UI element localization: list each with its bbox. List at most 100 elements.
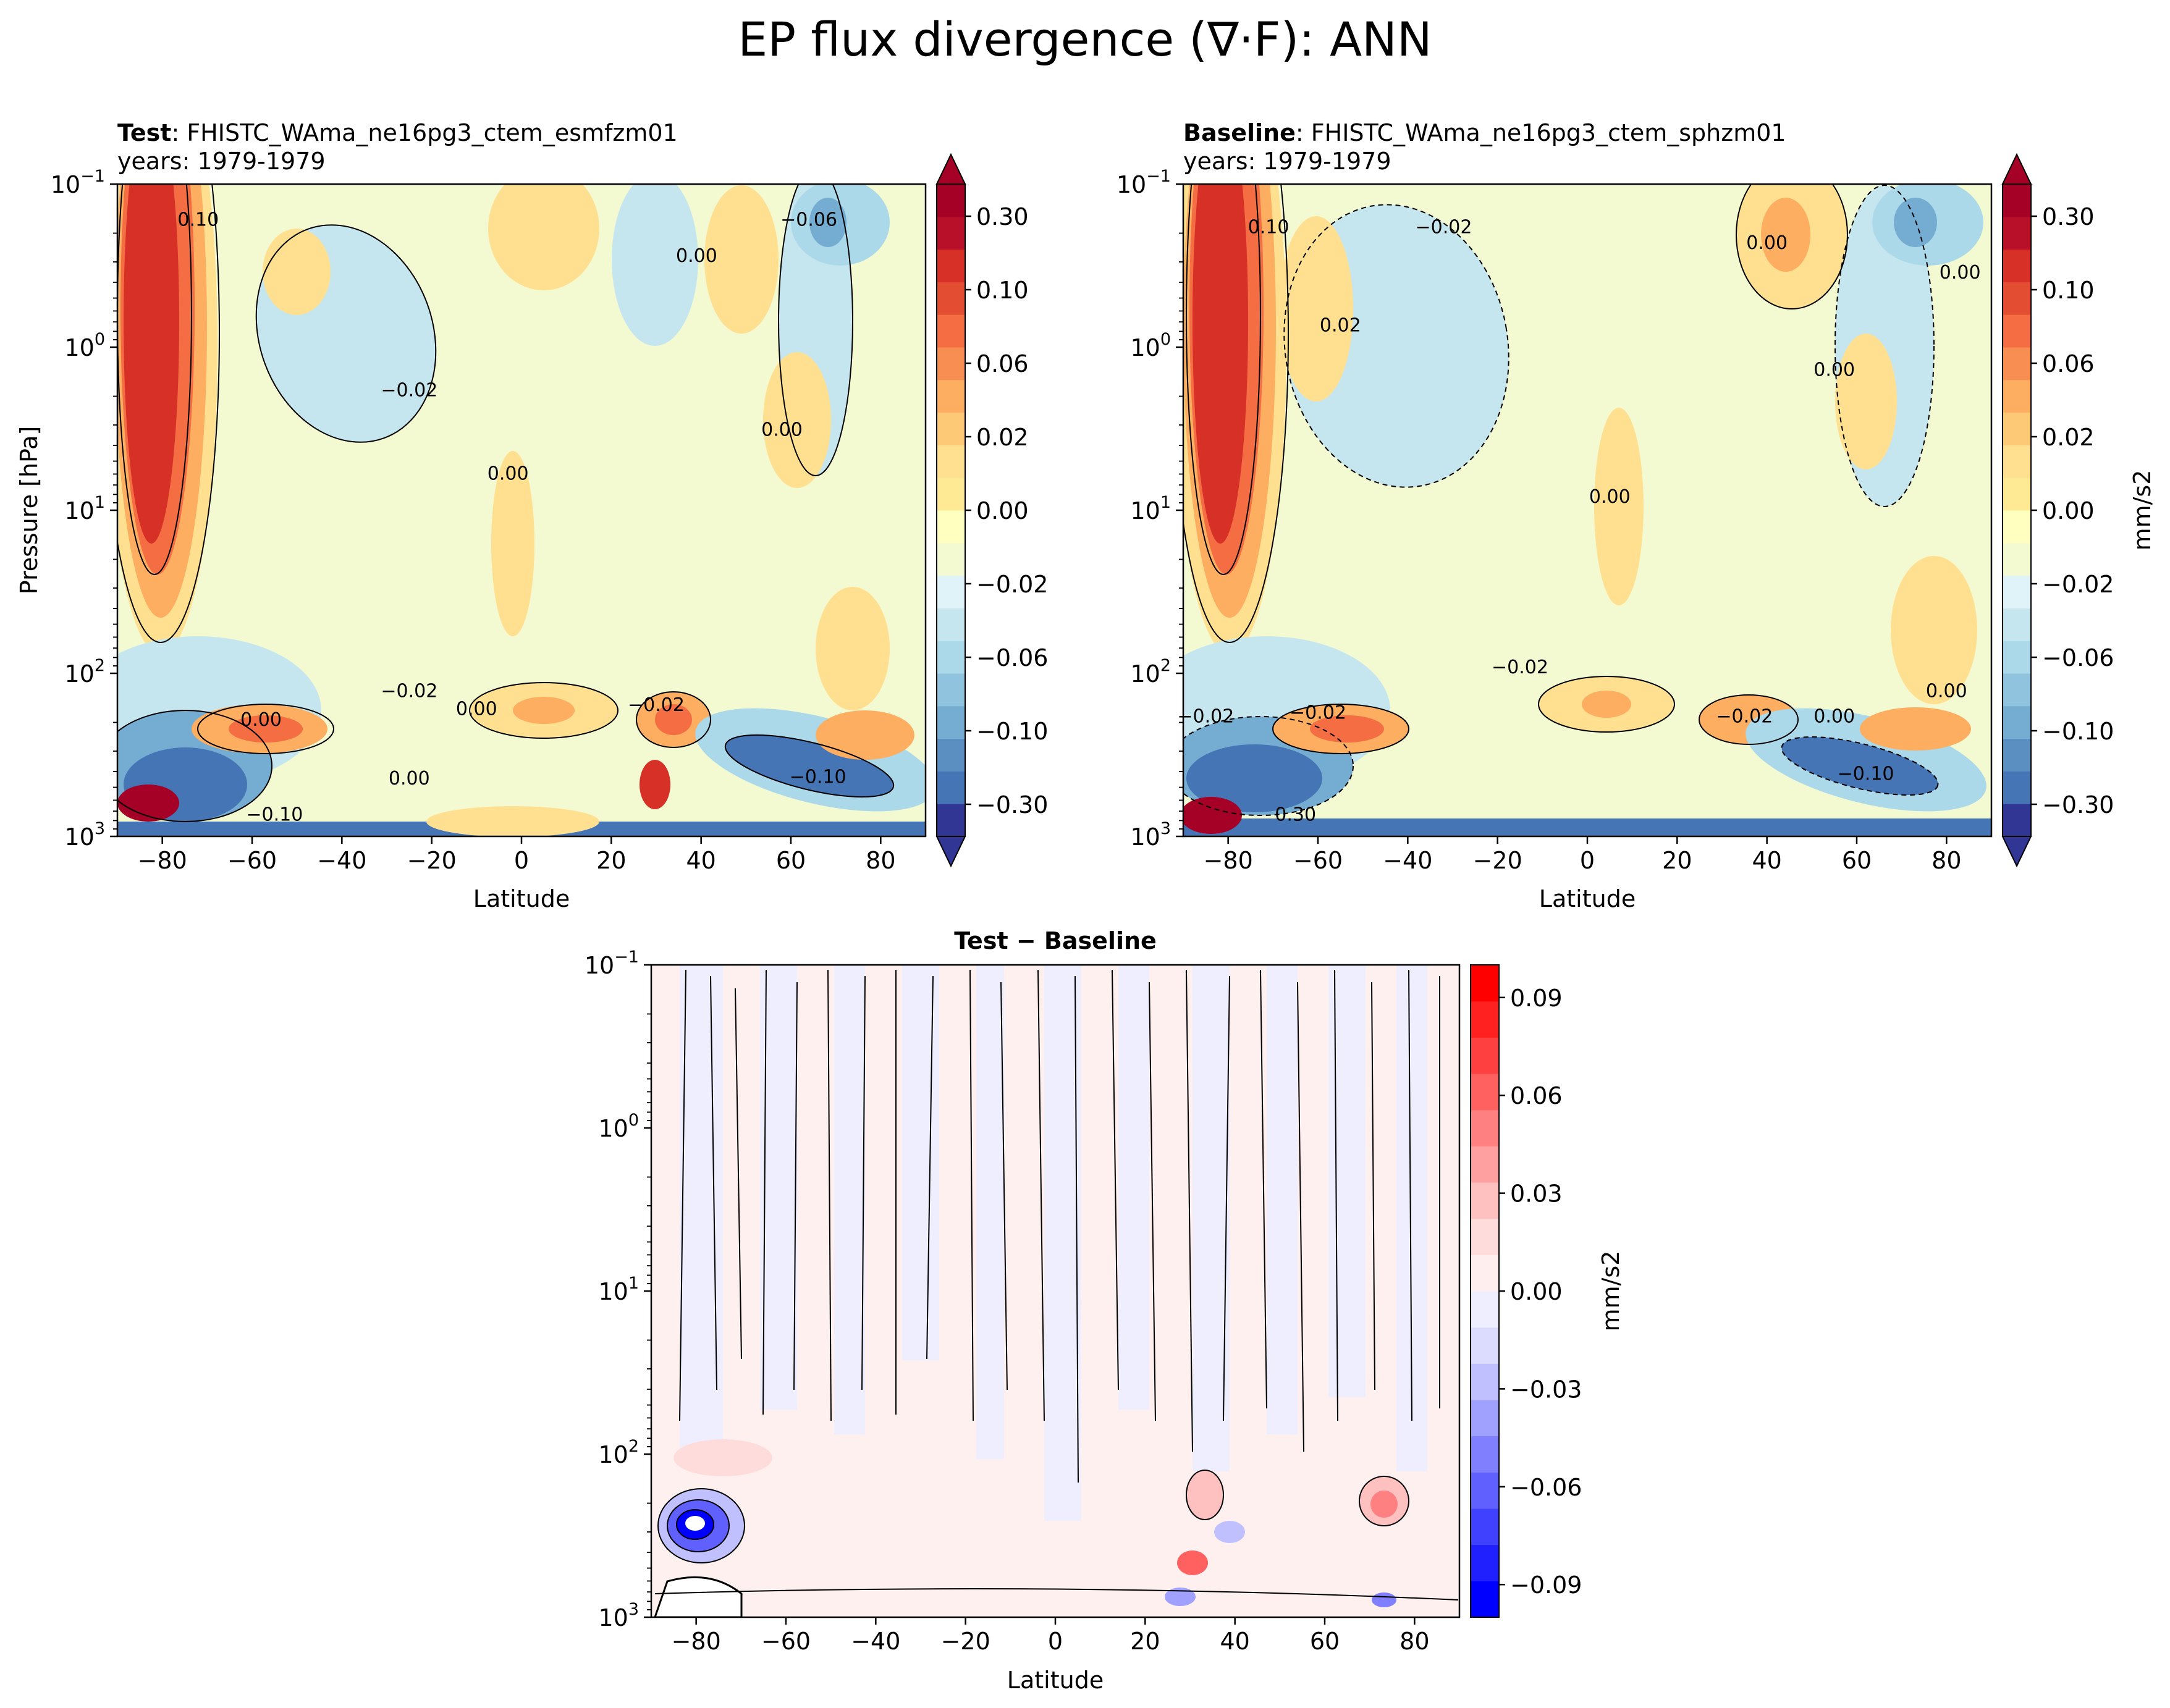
y-tick-label: 101 <box>598 1274 639 1305</box>
colorbar-tick-label: 0.06 <box>1510 1082 1563 1109</box>
x-tick-label: −60 <box>1293 847 1343 874</box>
test-contour-labels: 0.10 0.00 −0.06 −0.02 0.00 0.00 0.00 −0.02 −0.02… <box>177 209 846 825</box>
colorbar-swatch <box>2003 705 2031 739</box>
diff-colorbar-label: mm/s2 <box>1597 1251 1624 1332</box>
x-tick-label: −80 <box>1204 847 1253 874</box>
colorbar-tick-label: 0.00 <box>976 497 1029 524</box>
colorbar-swatch <box>1471 1400 1499 1437</box>
test-colorbar: −0.30 −0.10 −0.06 −0.02 0.00 0.02 0.06 0.10 0.30 <box>935 153 1048 868</box>
x-tick-label: 20 <box>1130 1628 1160 1655</box>
baseline-heatmap-field <box>1183 184 1991 836</box>
baseline-contour-labels: 0.10 −0.02 0.02 0.00 0.00 0.00 0.00 −0.02 0.00 0.… <box>1177 216 1980 825</box>
colorbar-tick-label: −0.03 <box>1510 1376 1582 1403</box>
y-tick-label: 103 <box>598 1600 639 1631</box>
colorbar-tick-label: 0.30 <box>976 203 1029 230</box>
test-ylabel: Pressure [hPa] <box>15 426 43 595</box>
contour-label: 0.10 <box>1248 216 1290 238</box>
baseline-y-axis: 10−1 100 101 102 103 <box>1117 167 1183 851</box>
colorbar-swatch <box>937 412 965 445</box>
colorbar-swatch <box>1471 1037 1499 1074</box>
colorbar-swatch <box>2003 510 2031 544</box>
colorbar-swatch <box>937 184 965 217</box>
x-tick-label: −20 <box>407 847 457 874</box>
x-tick-label: 40 <box>1220 1628 1249 1655</box>
x-tick-label: −80 <box>138 847 187 874</box>
contour-label: 0.00 <box>1813 359 1855 381</box>
x-tick-label: −20 <box>941 1628 990 1655</box>
colorbar-tick-label: 0.06 <box>2042 350 2095 377</box>
colorbar-swatch <box>1471 1255 1499 1292</box>
y-tick-label: 102 <box>64 656 105 688</box>
x-tick-label: −40 <box>851 1628 900 1655</box>
panel-test-label-rest: : FHISTC_WAma_ne16pg3_ctem_esmfzm01 <box>171 119 677 146</box>
panel-diff-title: Test − Baseline <box>954 927 1157 954</box>
y-tick-label: 100 <box>1130 330 1171 361</box>
x-tick-label: −60 <box>761 1628 811 1655</box>
colorbar-extend-bottom <box>2001 836 2032 868</box>
colorbar-tick-label: −0.06 <box>2042 644 2114 671</box>
colorbar-swatch <box>2003 216 2031 250</box>
panel-test-years: years: 1979-1979 <box>117 148 326 175</box>
colorbar-swatch <box>2003 249 2031 282</box>
test-y-axis: 10−1 100 101 102 103 <box>51 167 117 851</box>
contour-label: 0.10 <box>177 209 219 230</box>
figure-title: EP flux divergence (∇·F): ANN <box>738 12 1432 67</box>
colorbar-swatch <box>2003 641 2031 674</box>
contour-label: −0.02 <box>1716 705 1773 727</box>
contour-label: 0.00 <box>1746 232 1788 254</box>
x-tick-label: −40 <box>317 847 366 874</box>
colorbar-swatch <box>937 804 965 837</box>
colorbar-swatch <box>937 216 965 250</box>
colorbar-tick-label: −0.06 <box>976 644 1048 671</box>
contour-label: 0.00 <box>1926 681 1967 702</box>
x-tick-label: 60 <box>1842 847 1872 874</box>
colorbar-swatch <box>1471 1074 1499 1111</box>
panel-baseline-label-rest: : FHISTC_WAma_ne16pg3_ctem_sphzm01 <box>1296 119 1786 146</box>
colorbar-swatch <box>1471 1218 1499 1255</box>
x-tick-label: 20 <box>596 847 626 874</box>
colorbar-tick-label: −0.10 <box>2042 718 2114 745</box>
colorbar-swatch <box>937 705 965 739</box>
contour-label: 0.00 <box>761 419 803 441</box>
baseline-xlabel: Latitude <box>1539 885 1636 912</box>
colorbar-swatch <box>1471 965 1499 1002</box>
colorbar-swatch <box>937 542 965 576</box>
colorbar-tick-label: 0.02 <box>976 424 1029 451</box>
contour-label: 0.00 <box>240 709 282 731</box>
contour-label: −0.02 <box>1415 216 1472 238</box>
colorbar-swatch <box>1471 1436 1499 1473</box>
colorbar-swatch <box>2003 282 2031 315</box>
contour-label: −0.02 <box>1177 705 1234 727</box>
colorbar-tick-label: 0.00 <box>2042 497 2095 524</box>
colorbar-swatch <box>1471 1508 1499 1546</box>
contour-label: −0.02 <box>381 379 437 401</box>
diff-y-axis: 10−1 100 101 102 103 <box>585 948 651 1631</box>
panel-diff: Test − Baseline <box>585 927 1624 1694</box>
colorbar-swatch <box>937 445 965 478</box>
colorbar-tick-label: −0.09 <box>1510 1571 1582 1599</box>
colorbar-swatch <box>1471 1291 1499 1328</box>
colorbar-tick-label: 0.03 <box>1510 1180 1563 1208</box>
panel-test: Test: FHISTC_WAma_ne16pg3_ctem_esmfzm01 … <box>15 119 1048 912</box>
colorbar-tick-label: −0.10 <box>976 718 1048 745</box>
contour-label: 0.00 <box>456 698 497 720</box>
colorbar-swatch <box>1471 1146 1499 1183</box>
colorbar-tick-label: −0.02 <box>976 571 1048 598</box>
test-heatmap-field <box>117 184 926 836</box>
colorbar-tick-label: 0.30 <box>2042 203 2095 230</box>
colorbar-swatch <box>937 641 965 674</box>
colorbar-swatch <box>937 575 965 608</box>
panel-baseline: Baseline: FHISTC_WAma_ne16pg3_ctem_sphzm… <box>1117 119 2156 912</box>
colorbar-swatch <box>937 673 965 707</box>
contour-label: 0.02 <box>1320 314 1361 336</box>
panel-baseline-label: Baseline: FHISTC_WAma_ne16pg3_ctem_sphzm… <box>1183 119 1786 146</box>
colorbar-extend-top <box>935 153 966 185</box>
y-tick-label: 100 <box>598 1111 639 1142</box>
colorbar-swatch <box>937 379 965 413</box>
contour-label: 0.00 <box>488 463 529 485</box>
y-tick-label: 100 <box>64 330 105 361</box>
colorbar-tick-label: 0.10 <box>976 277 1029 304</box>
colorbar-swatch <box>2003 673 2031 707</box>
colorbar-swatch <box>937 477 965 511</box>
colorbar-swatch <box>1471 1472 1499 1509</box>
